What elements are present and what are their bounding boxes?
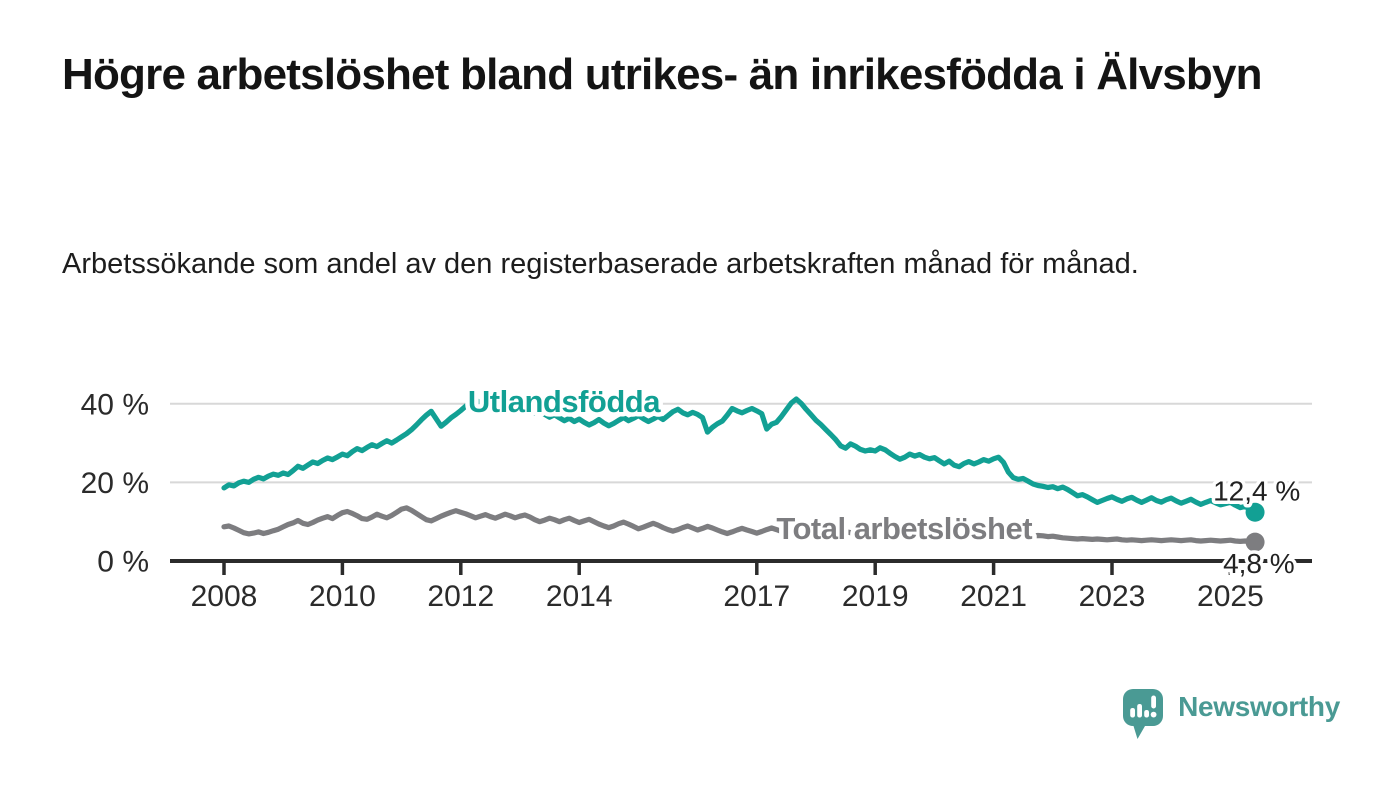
end-value-label-utlandsfodda: 12,4 % bbox=[1213, 475, 1300, 506]
x-tick-label-2023: 2023 bbox=[1079, 580, 1146, 613]
y-tick-label-0: 0 % bbox=[97, 546, 149, 579]
x-tick-label-2019: 2019 bbox=[842, 580, 909, 613]
newsworthy-logo-text: Newsworthy bbox=[1178, 691, 1340, 722]
page-title: Högre arbetslöshet bland utrikes- än inr… bbox=[62, 50, 1263, 99]
y-tick-label-20: 20 % bbox=[81, 467, 149, 500]
series-line-total-arbetsloshet bbox=[221, 505, 1258, 545]
end-dot-total-arbetsloshet bbox=[1245, 532, 1265, 552]
page-subtitle: Arbetssökande som andel av den registerb… bbox=[62, 248, 1139, 280]
newsworthy-logo: Newsworthy bbox=[1123, 688, 1340, 744]
x-tick-label-2025: 2025 bbox=[1197, 580, 1264, 613]
x-tick-label-2017: 2017 bbox=[723, 580, 790, 613]
series-line-utlandsfodda bbox=[221, 396, 1258, 515]
speech-bubble-bar-chart-icon bbox=[1123, 689, 1164, 739]
x-tick-label-2014: 2014 bbox=[546, 580, 613, 613]
end-dot-utlandsfodda bbox=[1245, 502, 1265, 522]
x-tick-label-2008: 2008 bbox=[191, 580, 258, 613]
x-tick-label-2021: 2021 bbox=[960, 580, 1027, 613]
x-tick-label-2012: 2012 bbox=[427, 580, 494, 613]
x-tick-label-2010: 2010 bbox=[309, 580, 376, 613]
end-value-label-total-arbetsloshet: 4,8 % bbox=[1223, 548, 1295, 579]
series-label-utlandsfodda: Utlandsfödda bbox=[468, 384, 661, 419]
series-label-total-arbetsloshet: Total arbetslöshet bbox=[776, 511, 1032, 546]
y-tick-label-40: 40 % bbox=[81, 388, 149, 421]
